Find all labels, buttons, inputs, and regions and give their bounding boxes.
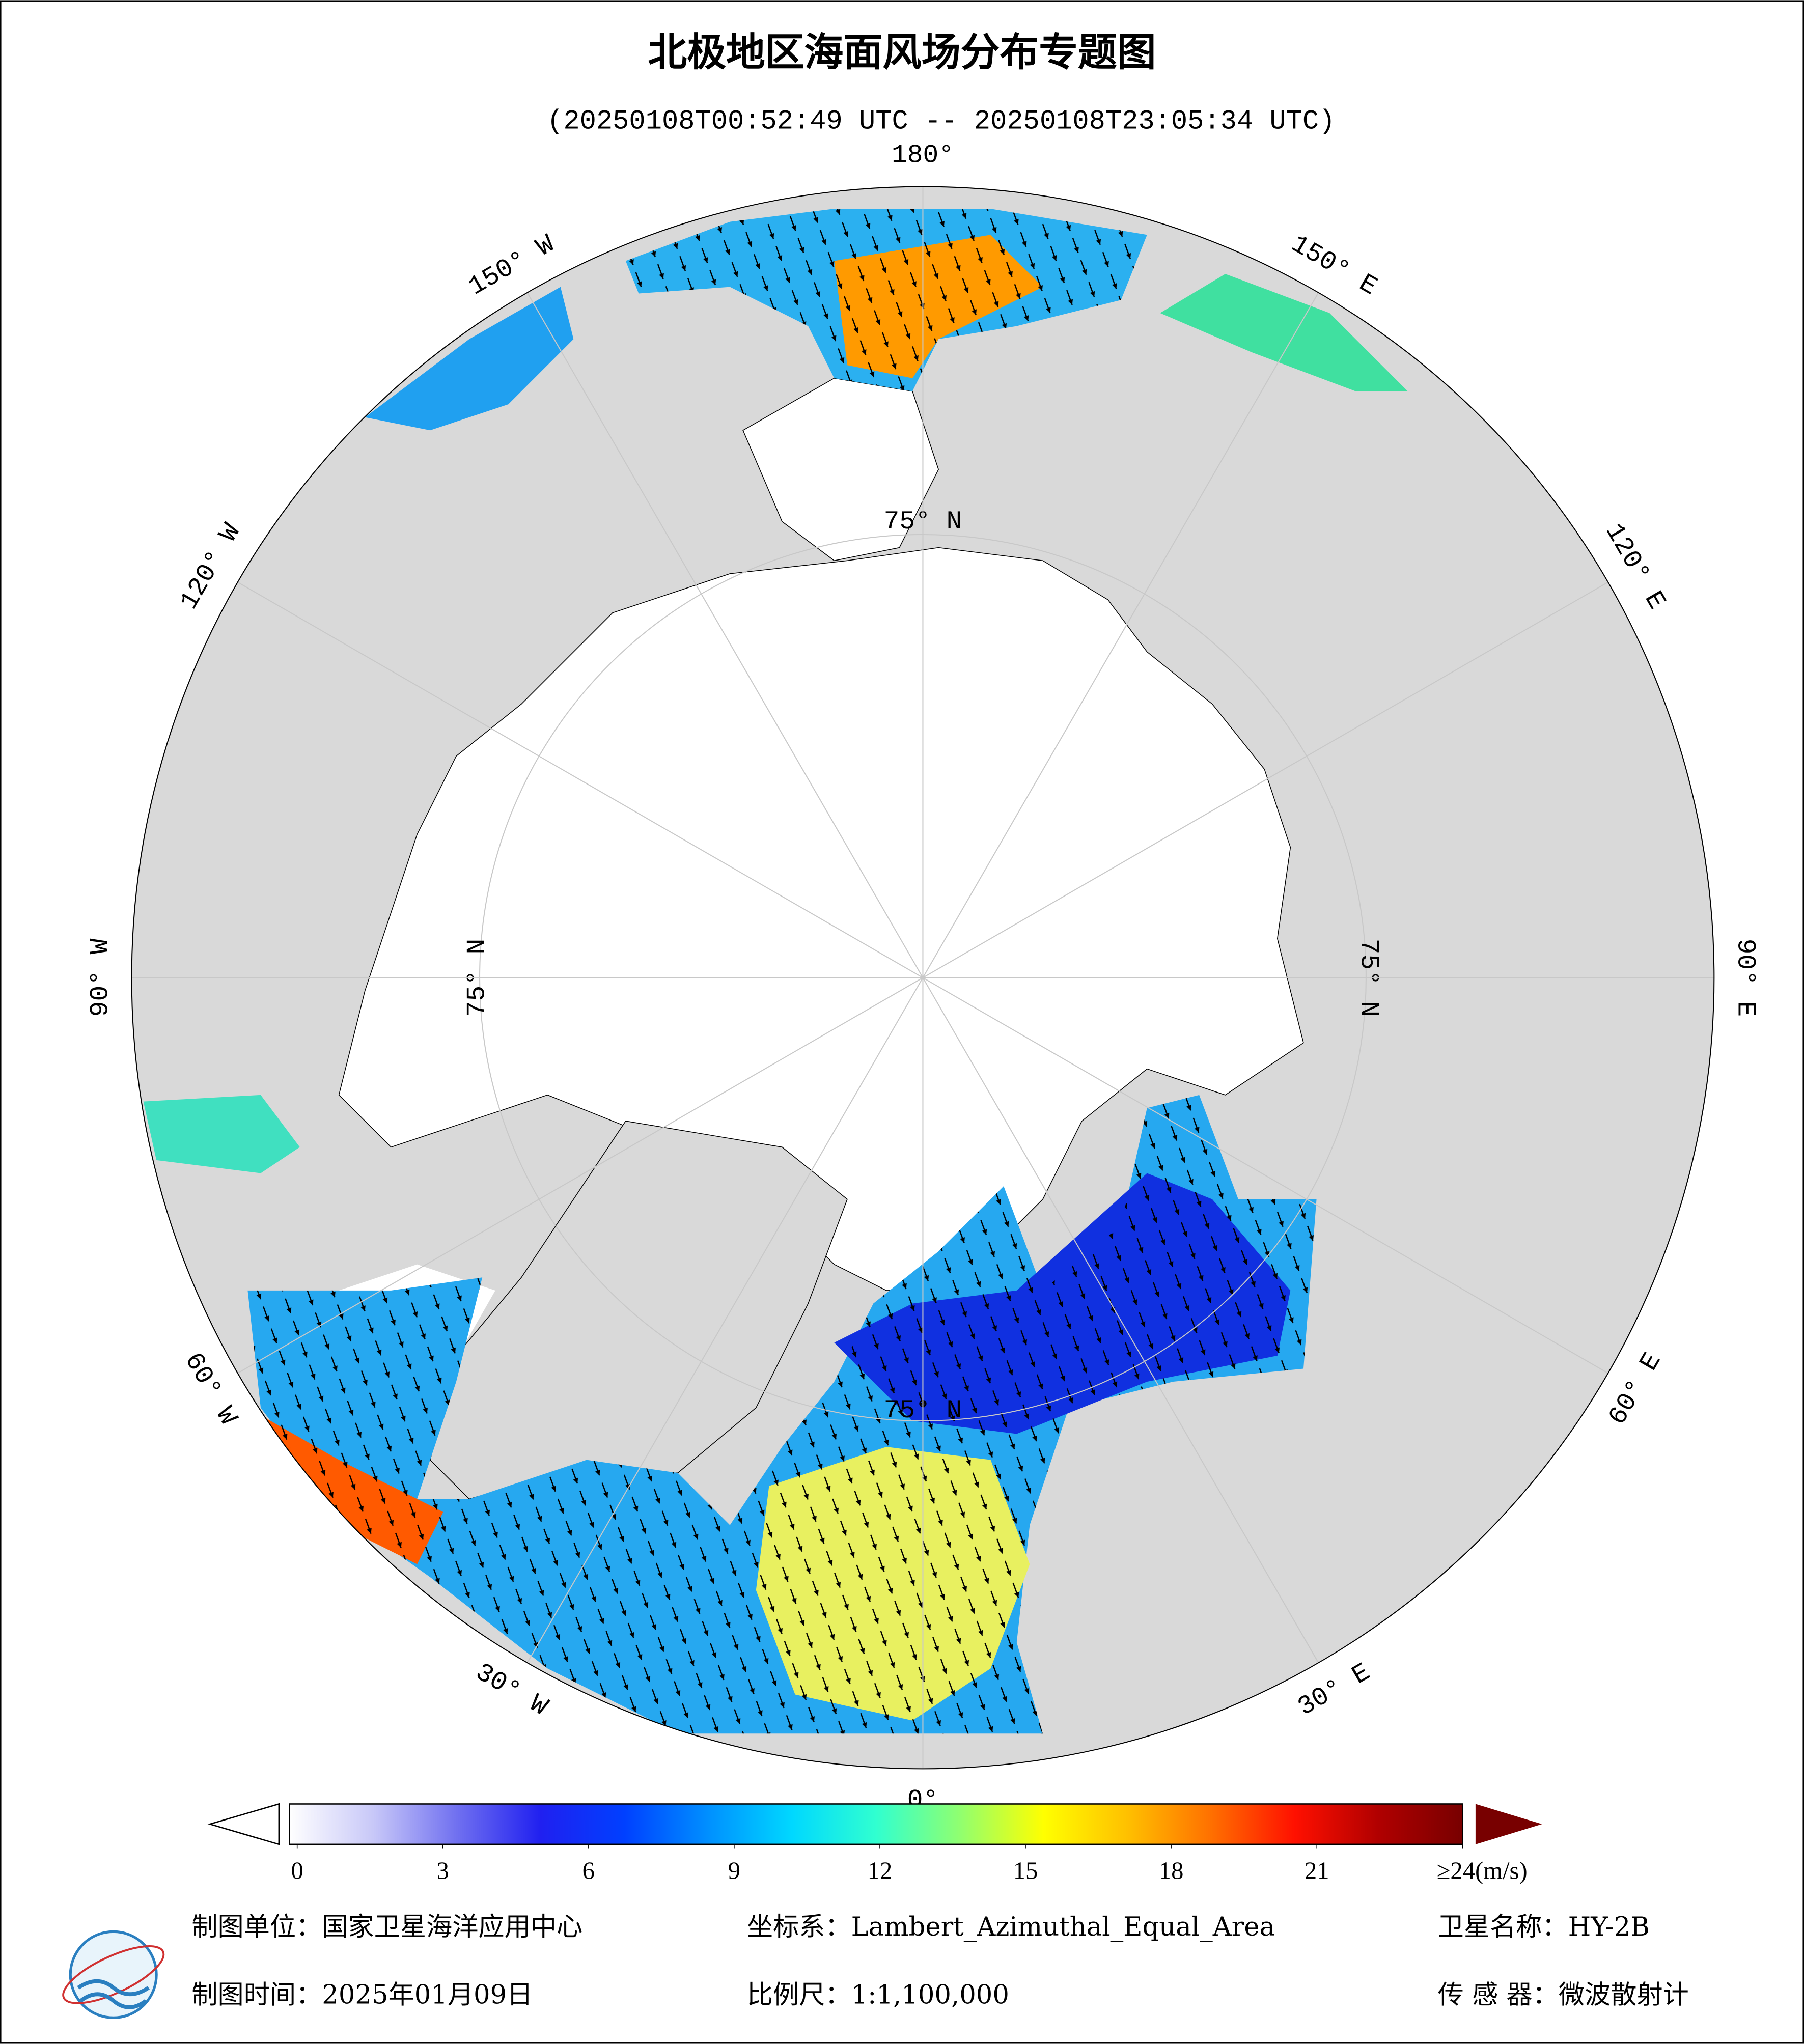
longitude-label: 90° W: [86, 938, 116, 1017]
longitude-label: 90° E: [1730, 939, 1760, 1017]
colorbar: 0 3 6 9 12 15 18 21 ≥24(m/s): [207, 1803, 1542, 1884]
meridian: [237, 581, 923, 978]
longitude-label: 180°: [892, 141, 954, 171]
footer-crs: 坐标系：Lambert_Azimuthal_Equal_Area: [747, 1912, 1275, 1942]
colorbar-under: [207, 1803, 280, 1845]
colorbar-tick-label: 0: [291, 1857, 303, 1884]
meridian: [526, 292, 924, 978]
colorbar-tick-label: 18: [1159, 1857, 1184, 1884]
wind-field-gulf-alaska: [365, 287, 574, 431]
colorbar-tick-label: 12: [868, 1857, 893, 1884]
meridian: [922, 977, 1608, 1374]
colorbar-over: [1475, 1804, 1542, 1844]
meridian: [922, 977, 1319, 1663]
subtitle: (20250108T00:52:49 UTC -- 20250108T23:05…: [547, 106, 1335, 137]
footer-sensor: 传 感 器：微波散射计: [1438, 1979, 1689, 2010]
title: 北极地区海面风场分布专题图: [648, 30, 1156, 75]
logo: [62, 1930, 165, 2019]
footer-unit: 制图单位：国家卫星海洋应用中心: [191, 1912, 582, 1942]
colorbar-tick-label: ≥24(m/s): [1437, 1857, 1528, 1884]
meridian: [526, 977, 924, 1663]
footer-scale: 比例尺：1:1,100,000: [747, 1979, 1009, 2010]
colorbar-bar: [289, 1803, 1463, 1845]
footer-satellite: 卫星名称：HY-2B: [1438, 1912, 1650, 1942]
colorbar-tick-label: 9: [728, 1857, 740, 1884]
wind-field-okhotsk: [1160, 274, 1408, 391]
colorbar-tick-label: 3: [437, 1857, 449, 1884]
wind-field-hudson: [143, 1095, 300, 1173]
meridian: [237, 977, 923, 1374]
colorbar-tick-label: 15: [1013, 1857, 1038, 1884]
colorbar-tick-label: 21: [1305, 1857, 1329, 1884]
map-boundary: [131, 186, 1715, 1770]
footer-date: 制图时间：2025年01月09日: [191, 1979, 533, 2010]
meridian: [922, 581, 1608, 978]
meridian: [922, 292, 1319, 978]
colorbar-tick-label: 6: [582, 1857, 595, 1884]
wind-arrows: [247, 209, 1317, 1734]
